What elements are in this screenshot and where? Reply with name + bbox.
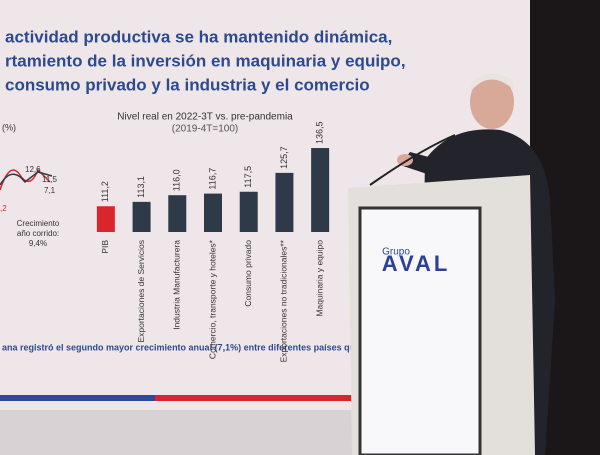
left-label: 11,5: [42, 175, 58, 184]
bar: [239, 191, 258, 232]
left-label: 12,6: [25, 165, 41, 174]
category-label: Exportaciones de Servicios: [136, 240, 146, 343]
bar: [311, 148, 330, 232]
left-line: [0, 168, 51, 191]
value-label: 116,0: [172, 169, 182, 191]
bar: [132, 201, 151, 232]
category-label: Consumo privado: [243, 240, 253, 307]
category-label: Industria Manufacturera: [172, 240, 182, 330]
slide-title: consumo privado y la industria y el come…: [5, 75, 370, 94]
chart-subtitle: (2019-4T=100): [172, 124, 238, 135]
value-label: 117,5: [243, 166, 253, 188]
slide-title: actividad productiva se ha mantenido din…: [5, 27, 392, 46]
value-label: 136,5: [315, 122, 325, 145]
slide-title: rtamiento de la inversión en maquinaria …: [5, 51, 406, 70]
floor: [0, 410, 360, 455]
left-line: [0, 171, 53, 186]
logo-main: AVAL: [382, 251, 451, 276]
category-label: Exportaciones no tradicionales**: [279, 239, 289, 362]
speaker-hand: [397, 154, 413, 166]
value-label: 113,1: [136, 176, 146, 198]
microphone: [369, 134, 456, 186]
slide-stripe-blue: [0, 395, 155, 401]
note-text: año corrido:: [17, 229, 59, 238]
category-label: PIB: [100, 240, 110, 254]
slide-stripe-red: [155, 395, 355, 401]
bar: [275, 172, 294, 232]
speaker-hair: [470, 73, 514, 92]
podium-screen: [358, 206, 482, 455]
category-label: Comercio, transporte y hoteles*: [207, 239, 217, 359]
value-label: 111,2: [100, 181, 110, 202]
left-label: 7,1: [44, 186, 56, 195]
chart-title: Nivel real en 2022-3T vs. pre-pandemia: [117, 112, 293, 123]
value-label: 116,7: [207, 168, 217, 190]
value-label: 125,7: [279, 146, 289, 169]
bar: [168, 195, 187, 232]
speaker-head: [470, 75, 514, 129]
note-value: 9,4%: [29, 239, 47, 248]
note-title: Crecimiento: [17, 219, 60, 228]
footnote: ana registró el segundo mayor crecimient…: [2, 342, 379, 352]
bar: [96, 206, 115, 232]
left-unit: (%): [2, 122, 16, 132]
left-label: ,2: [0, 204, 7, 213]
bar: [204, 193, 222, 232]
logo-top: Grupo: [382, 247, 410, 258]
category-label: Maquinaria y equipo: [314, 240, 324, 317]
